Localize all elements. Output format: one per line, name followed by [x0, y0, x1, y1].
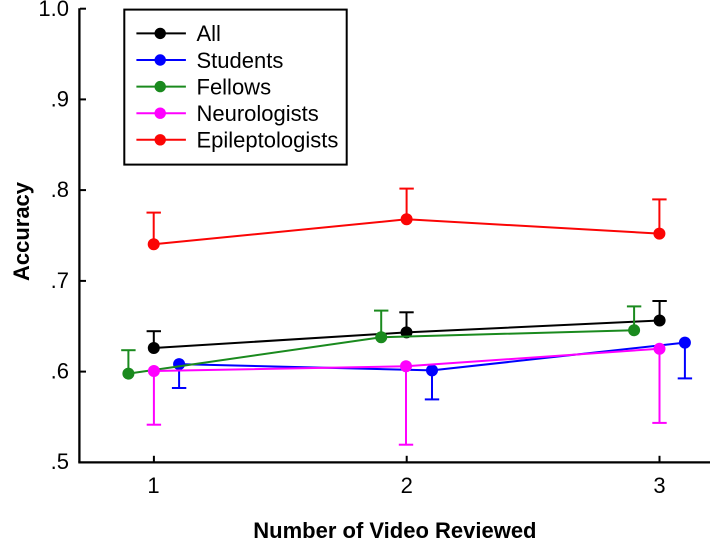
svg-text:Epileptologists: Epileptologists: [197, 128, 339, 153]
svg-text:Students: Students: [197, 48, 284, 73]
svg-text:Fellows: Fellows: [197, 74, 272, 99]
svg-text:Accuracy: Accuracy: [9, 181, 34, 281]
svg-text:3: 3: [653, 473, 665, 498]
svg-text:.6: .6: [51, 358, 69, 383]
svg-text:.7: .7: [51, 268, 69, 293]
svg-text:Neurologists: Neurologists: [197, 101, 319, 126]
svg-text:All: All: [197, 21, 221, 46]
svg-text:.5: .5: [51, 449, 69, 474]
svg-text:Number of Video Reviewed: Number of Video Reviewed: [253, 518, 536, 541]
svg-text:1: 1: [147, 473, 159, 498]
svg-text:1.0: 1.0: [38, 0, 69, 21]
svg-text:.8: .8: [51, 177, 69, 202]
svg-text:2: 2: [401, 473, 413, 498]
svg-text:.9: .9: [51, 87, 69, 112]
